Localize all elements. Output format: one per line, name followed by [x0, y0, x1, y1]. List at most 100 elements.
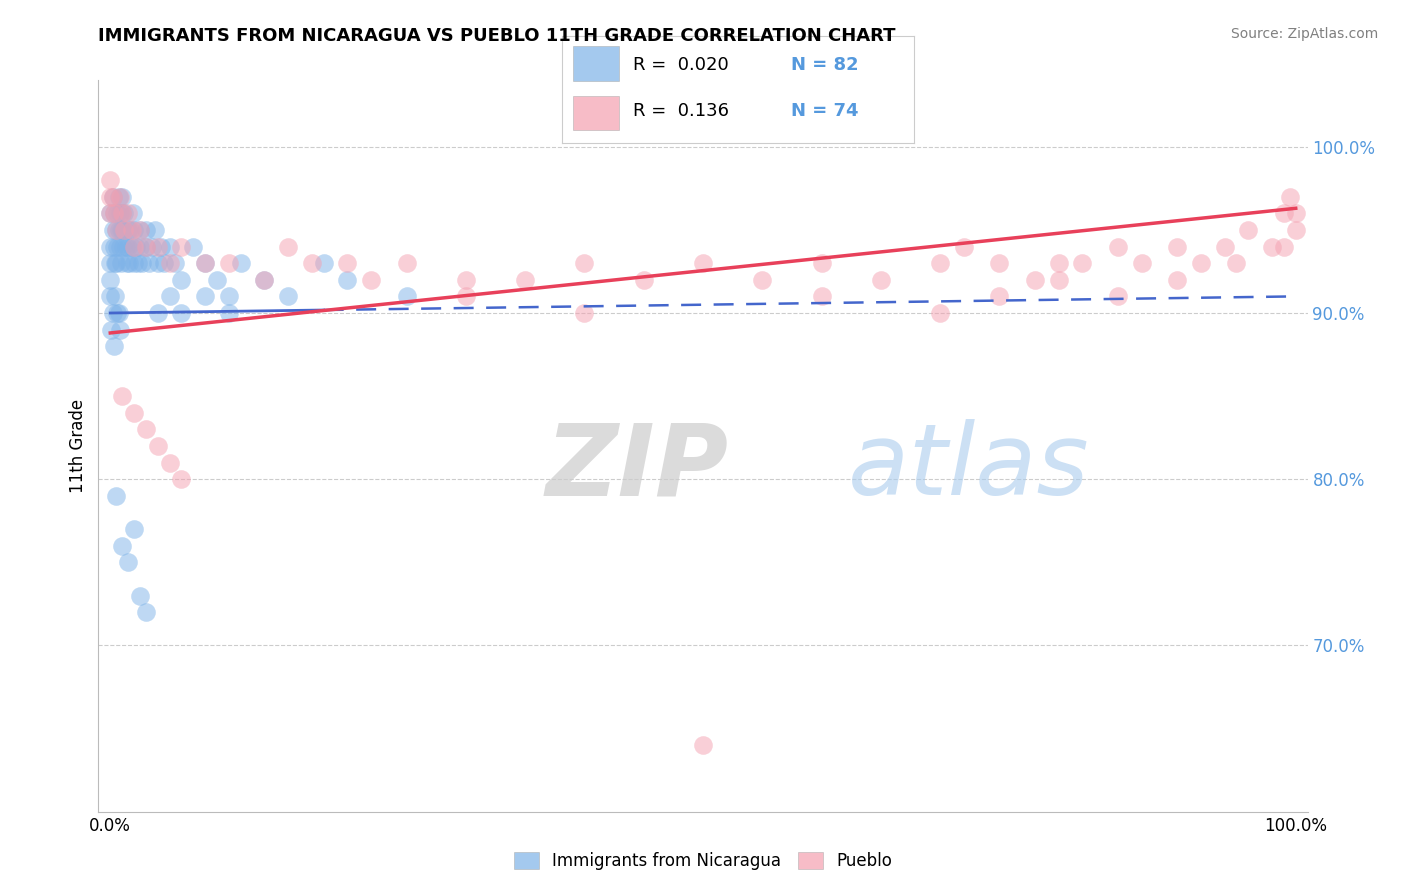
- Point: [111, 206, 134, 220]
- Point: [218, 306, 240, 320]
- Point: [143, 223, 166, 237]
- Point: [98, 189, 121, 203]
- Legend: Immigrants from Nicaragua, Pueblo: Immigrants from Nicaragua, Pueblo: [508, 845, 898, 877]
- Point: [103, 339, 125, 353]
- Point: [111, 539, 134, 553]
- Point: [336, 256, 359, 270]
- Point: [121, 223, 143, 237]
- Point: [105, 489, 128, 503]
- Point: [869, 273, 891, 287]
- Point: [1166, 239, 1188, 253]
- Point: [122, 239, 145, 253]
- Point: [114, 223, 136, 237]
- Point: [135, 239, 157, 253]
- Point: [135, 223, 157, 237]
- Point: [110, 256, 132, 270]
- Point: [141, 239, 163, 253]
- Point: [98, 256, 121, 270]
- Point: [810, 289, 832, 303]
- Point: [108, 206, 131, 220]
- Point: [1107, 239, 1129, 253]
- Point: [107, 189, 129, 203]
- Point: [138, 256, 160, 270]
- Point: [194, 256, 217, 270]
- Point: [105, 223, 128, 237]
- Text: ZIP: ZIP: [546, 419, 728, 516]
- Point: [1213, 239, 1236, 253]
- Point: [103, 206, 125, 220]
- Point: [120, 223, 142, 237]
- Point: [129, 239, 152, 253]
- Point: [98, 206, 121, 220]
- Point: [159, 289, 181, 303]
- Point: [1107, 289, 1129, 303]
- Point: [101, 306, 124, 320]
- Point: [105, 223, 128, 237]
- Point: [98, 273, 121, 287]
- Point: [165, 256, 187, 270]
- Text: N = 82: N = 82: [790, 55, 859, 73]
- Point: [135, 239, 157, 253]
- Text: R =  0.020: R = 0.020: [633, 55, 728, 73]
- Point: [115, 256, 138, 270]
- Point: [122, 522, 145, 536]
- Point: [114, 206, 136, 220]
- Point: [146, 439, 169, 453]
- Text: N = 74: N = 74: [790, 102, 859, 120]
- Point: [170, 273, 193, 287]
- Point: [117, 555, 139, 569]
- Point: [395, 289, 418, 303]
- Point: [170, 239, 193, 253]
- Point: [150, 239, 173, 253]
- Point: [159, 456, 181, 470]
- Point: [159, 256, 181, 270]
- Point: [1047, 256, 1070, 270]
- Point: [692, 738, 714, 752]
- Point: [194, 256, 217, 270]
- Point: [108, 189, 131, 203]
- Point: [277, 239, 299, 253]
- Point: [1272, 206, 1295, 220]
- FancyBboxPatch shape: [574, 95, 619, 130]
- Point: [101, 189, 124, 203]
- Point: [101, 223, 124, 237]
- Point: [1261, 239, 1284, 253]
- Point: [194, 289, 217, 303]
- Point: [574, 306, 596, 320]
- Point: [107, 223, 129, 237]
- Point: [1285, 223, 1308, 237]
- Text: Source: ZipAtlas.com: Source: ZipAtlas.com: [1230, 27, 1378, 41]
- Point: [170, 472, 193, 486]
- Point: [107, 306, 129, 320]
- Point: [114, 223, 136, 237]
- Point: [929, 256, 952, 270]
- Point: [146, 306, 169, 320]
- Point: [105, 306, 128, 320]
- Point: [988, 256, 1011, 270]
- Point: [159, 239, 181, 253]
- Y-axis label: 11th Grade: 11th Grade: [69, 399, 87, 493]
- Point: [108, 323, 131, 337]
- Point: [395, 256, 418, 270]
- Text: R =  0.136: R = 0.136: [633, 102, 728, 120]
- Point: [125, 239, 148, 253]
- Point: [98, 173, 121, 187]
- Point: [111, 223, 134, 237]
- Point: [129, 589, 152, 603]
- Point: [229, 256, 252, 270]
- Point: [692, 256, 714, 270]
- Point: [98, 289, 121, 303]
- Point: [1285, 206, 1308, 220]
- Point: [1166, 273, 1188, 287]
- Point: [121, 206, 143, 220]
- Point: [205, 273, 228, 287]
- Point: [111, 189, 134, 203]
- Point: [122, 256, 145, 270]
- Point: [277, 289, 299, 303]
- Point: [98, 206, 121, 220]
- Point: [218, 256, 240, 270]
- Text: atlas: atlas: [848, 419, 1090, 516]
- Point: [117, 223, 139, 237]
- Point: [108, 239, 131, 253]
- Point: [1272, 239, 1295, 253]
